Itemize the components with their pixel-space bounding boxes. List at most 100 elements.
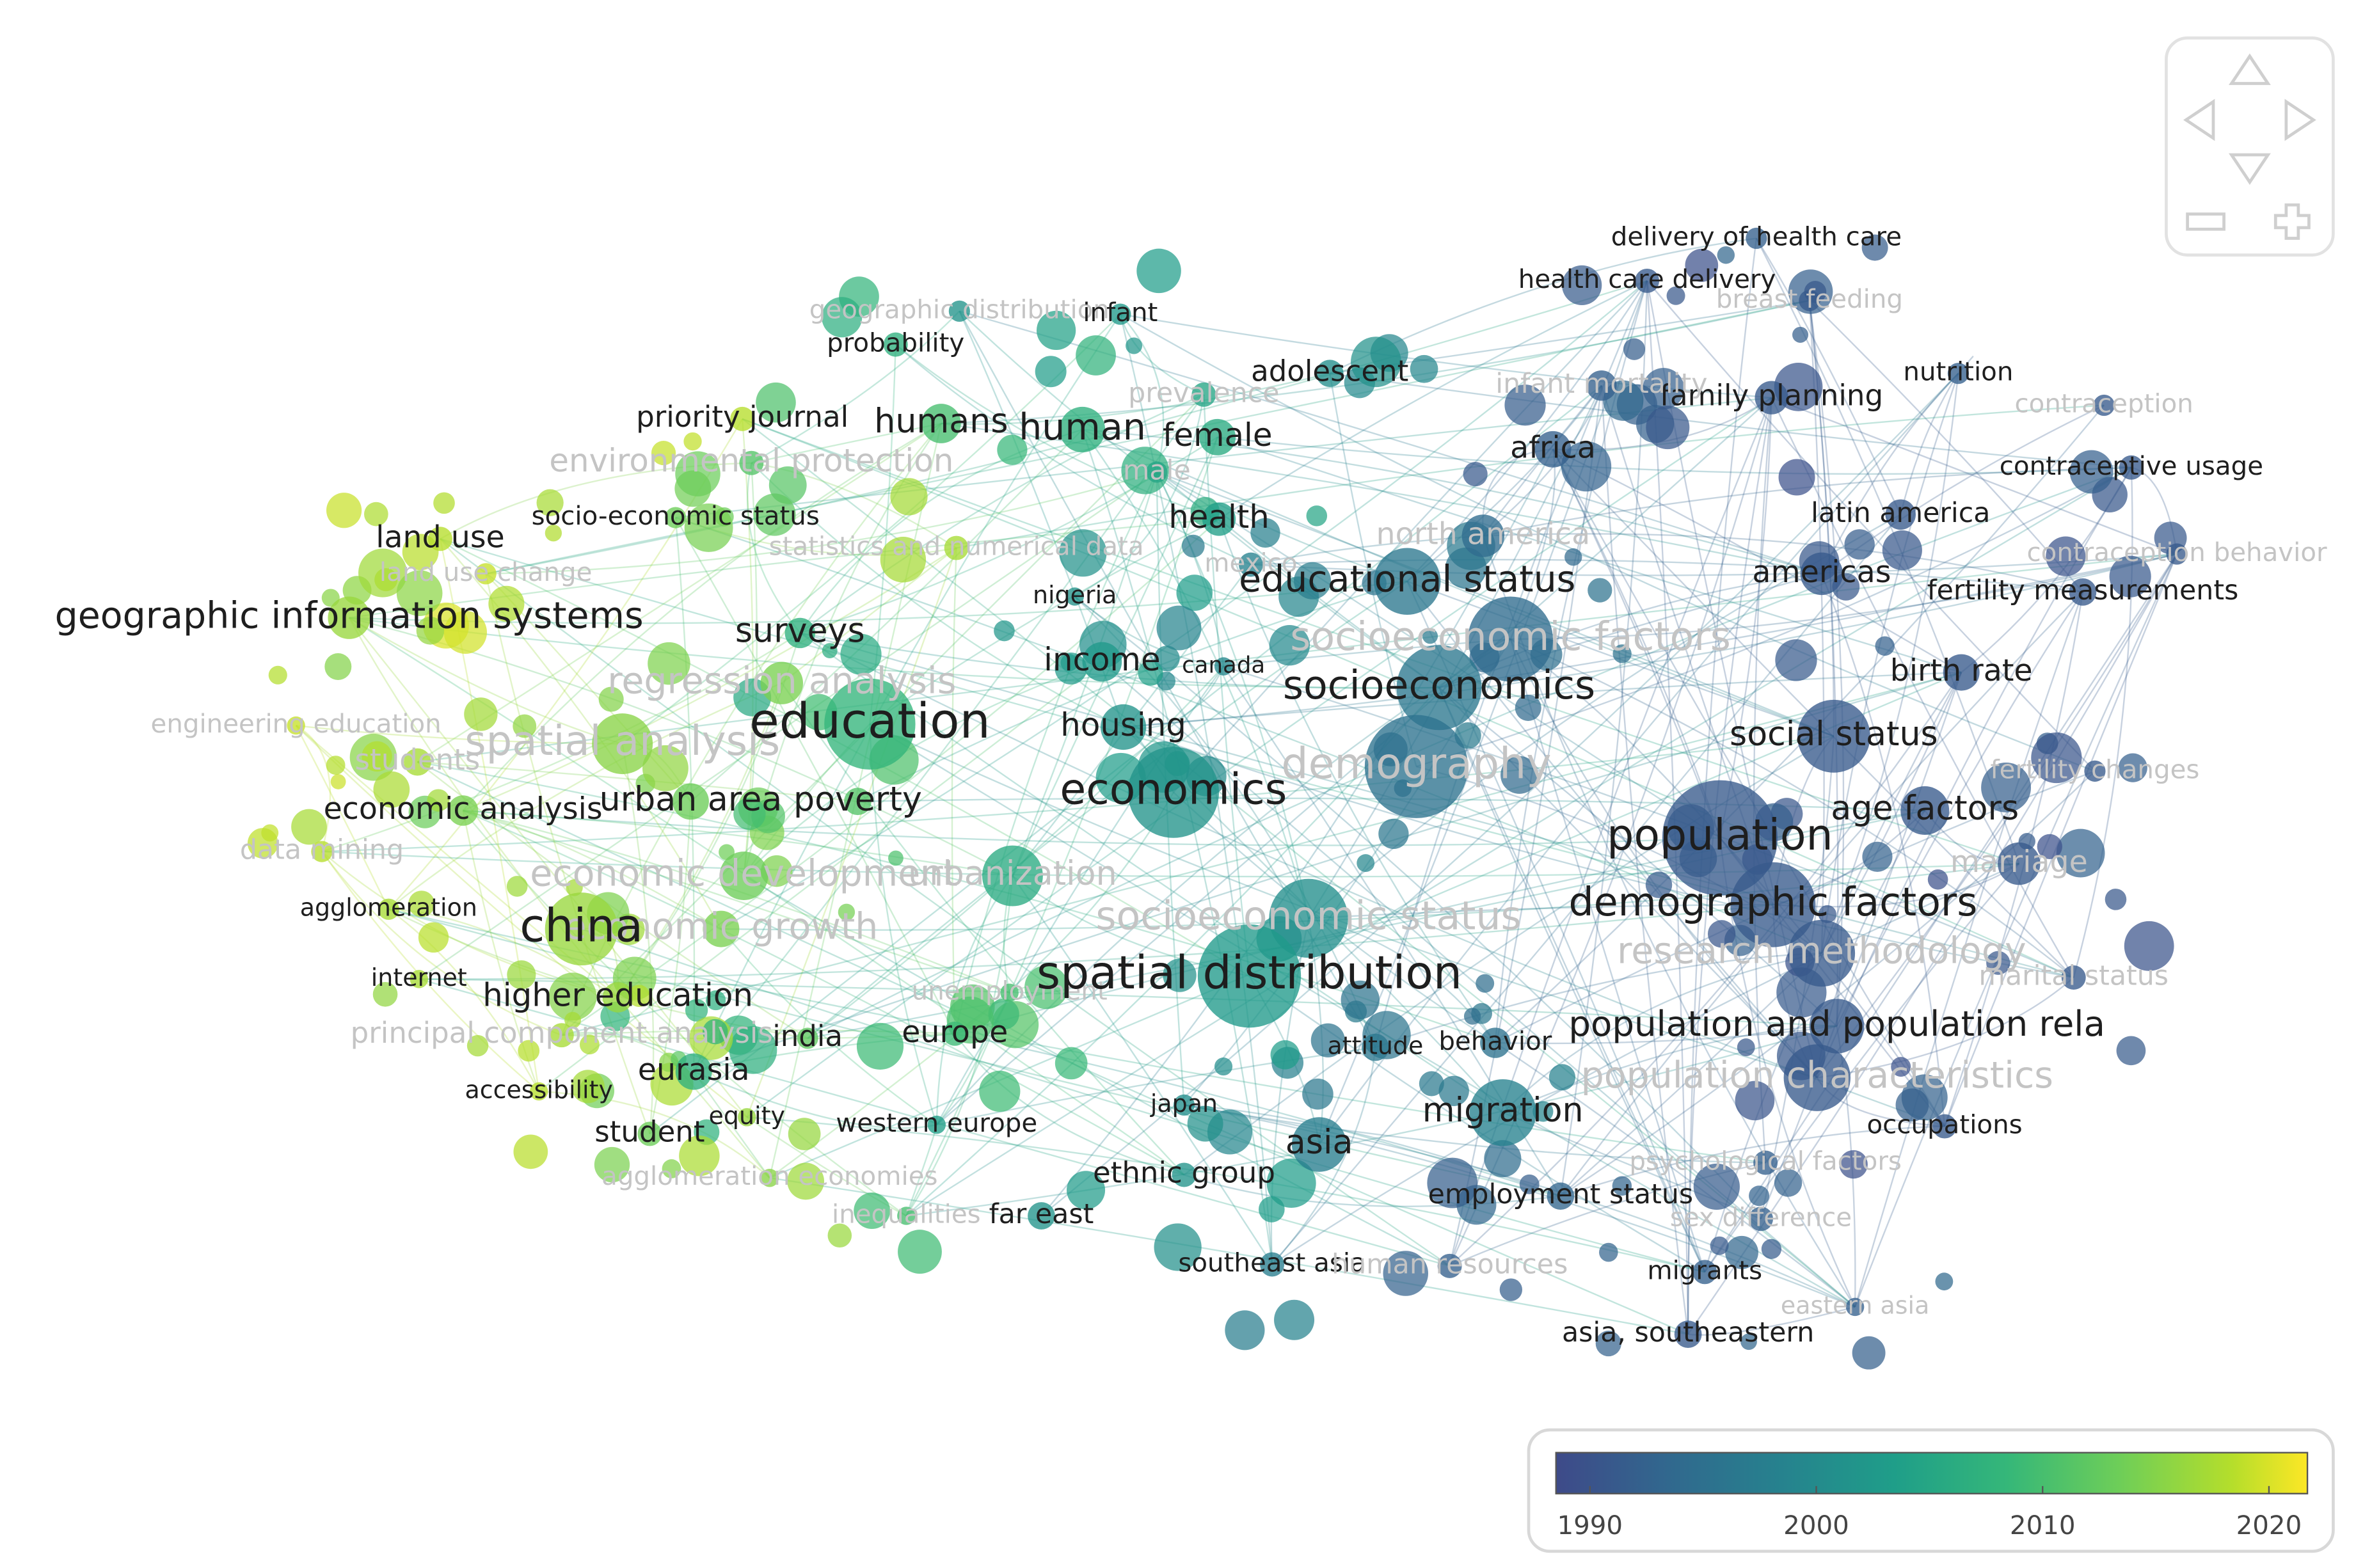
background-node xyxy=(1274,1299,1315,1340)
keyword-node xyxy=(739,450,764,475)
keyword-node xyxy=(824,678,916,770)
background-node xyxy=(1775,639,1817,681)
background-node xyxy=(1250,518,1280,548)
background-node xyxy=(1515,694,1541,721)
background-node xyxy=(443,610,487,654)
edge xyxy=(1406,280,1648,582)
keyword-node xyxy=(1000,983,1019,1002)
keyword-label: environmental protection xyxy=(549,442,953,479)
edge xyxy=(1687,238,1758,1334)
edge xyxy=(1753,397,1772,1163)
keyword-node xyxy=(719,851,768,901)
background-node xyxy=(268,665,287,685)
background-node xyxy=(1138,660,1163,686)
edge xyxy=(1074,596,1224,667)
keyword-node xyxy=(1468,596,1553,682)
keyword-label: female xyxy=(1163,416,1273,454)
edge xyxy=(751,310,960,464)
nav-left[interactable] xyxy=(2183,99,2215,141)
edge xyxy=(1820,373,1959,954)
edge xyxy=(769,1177,1689,1335)
keyword-label: adolescent xyxy=(1251,354,1408,388)
edge xyxy=(693,313,1121,1072)
background-node xyxy=(1214,1057,1233,1076)
background-node xyxy=(330,773,346,789)
keyword-node xyxy=(784,617,815,649)
keyword-node xyxy=(1943,654,1980,691)
edge xyxy=(417,761,1496,1044)
edge xyxy=(463,809,1013,877)
background-node xyxy=(1302,1078,1333,1110)
keyword-label: migration xyxy=(1422,1091,1584,1130)
background-node xyxy=(1612,1176,1632,1196)
edge xyxy=(693,394,1205,1072)
background-node xyxy=(507,960,536,990)
edge xyxy=(941,372,1330,425)
background-node xyxy=(787,1162,825,1200)
keyword-label: population and population rela xyxy=(1568,1003,2105,1044)
keyword-label: latin america xyxy=(1811,497,1990,529)
keyword-node xyxy=(1797,699,1870,773)
background-node xyxy=(1882,530,1922,571)
keyword-label: sex difference xyxy=(1670,1202,1852,1232)
keyword-node xyxy=(1437,1253,1462,1278)
nav-right[interactable] xyxy=(2284,99,2316,141)
zoom-in[interactable] xyxy=(2273,203,2311,240)
background-node xyxy=(1749,1185,1770,1207)
keyword-label: psychological factors xyxy=(1629,1146,1902,1176)
keyword-label: regression analysis xyxy=(607,660,956,702)
keyword-node xyxy=(1753,1150,1778,1175)
edge xyxy=(1552,448,1721,839)
edge xyxy=(936,397,1772,1126)
background-node xyxy=(1875,636,1895,656)
keyword-node xyxy=(1900,786,1950,835)
keyword-label: india xyxy=(772,1019,843,1053)
background-node xyxy=(2109,555,2151,598)
background-node xyxy=(1645,871,1673,898)
keyword-node xyxy=(1364,715,1469,818)
edge xyxy=(1184,1174,1561,1207)
edge xyxy=(674,517,696,1072)
keyword-label: europe xyxy=(902,1015,1008,1050)
background-node xyxy=(1792,326,1809,343)
edge xyxy=(1406,384,1602,582)
background-node xyxy=(2037,834,2062,860)
background-node xyxy=(324,653,352,681)
background-node xyxy=(408,891,435,917)
keyword-node xyxy=(1674,1320,1702,1348)
keyword-node xyxy=(1269,878,1348,958)
background-node xyxy=(988,998,1019,1030)
background-node xyxy=(1707,920,1736,948)
background-node xyxy=(373,771,410,808)
keyword-label: accessibility xyxy=(465,1075,612,1104)
edge xyxy=(463,809,1185,1176)
edge xyxy=(1218,519,1496,1043)
keyword-label: age factors xyxy=(1831,789,2019,828)
background-node xyxy=(1685,248,1719,282)
edge xyxy=(1123,671,1962,728)
zoom-out[interactable] xyxy=(2186,212,2225,231)
edge xyxy=(807,665,1225,1039)
nav-up[interactable] xyxy=(2229,53,2271,85)
keyword-label: demographic factors xyxy=(1569,879,1978,925)
background-node xyxy=(545,525,562,542)
background-node xyxy=(1710,1236,1729,1255)
keyword-label: fertility measurements xyxy=(1927,574,2239,606)
edge xyxy=(1271,862,2019,1265)
edge xyxy=(1119,313,1165,473)
background-node xyxy=(684,503,733,552)
keyword-node xyxy=(1885,499,1916,530)
keyword-node xyxy=(982,845,1043,907)
background-node xyxy=(1548,1064,1576,1091)
background-node xyxy=(890,478,928,516)
keyword-node xyxy=(1662,780,1778,896)
nav-down[interactable] xyxy=(2229,153,2271,186)
edge xyxy=(1438,687,1818,1079)
background-node xyxy=(1612,644,1632,663)
keyword-node xyxy=(1998,842,2041,885)
background-node xyxy=(579,1034,600,1055)
edge xyxy=(751,462,1124,728)
background-node xyxy=(1294,562,1332,599)
edge xyxy=(1646,280,2096,772)
background-node xyxy=(856,1022,904,1070)
